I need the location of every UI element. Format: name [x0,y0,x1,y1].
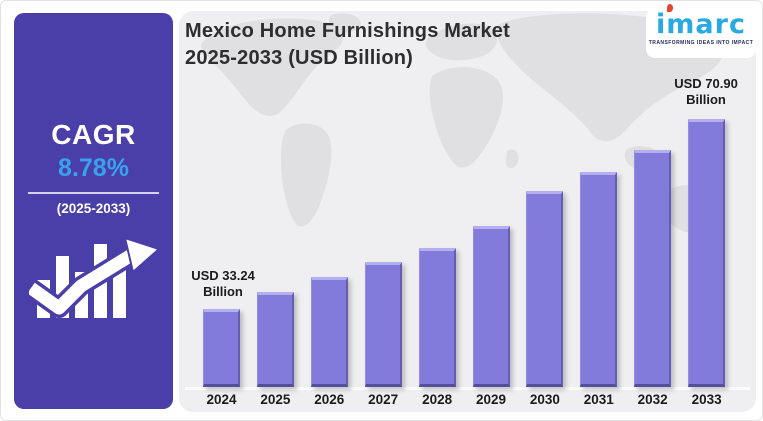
bar-2031 [580,172,618,387]
chart-title-line1: Mexico Home Furnishings Market [185,20,510,42]
data-label-2033-value: USD 70.90 [674,76,738,91]
year-label-2030: 2030 [529,392,560,407]
cagr-period: (2025-2033) [56,201,131,216]
bar-2028 [418,248,456,387]
data-label-2033: USD 70.90 Billion [646,76,756,108]
bar-2025 [256,292,294,387]
bar-2032 [634,150,672,387]
data-label-2024-value: USD 33.24 [191,268,255,283]
x-axis-line [185,387,750,390]
logo-tagline: TRANSFORMING IDEAS INTO IMPACT [648,40,754,46]
year-label-2032: 2032 [637,392,668,407]
year-label-2027: 2027 [368,392,399,407]
bar-2024 [203,309,240,387]
year-label-2033: 2033 [691,392,722,407]
cagr-label: CAGR [51,119,136,150]
imarc-logo: imarc TRANSFORMING IDEAS INTO IMPACT [646,4,756,58]
cagr-divider [28,192,159,194]
growth-chart-icon [24,236,161,318]
bar-chart: 2024 2025 2026 2027 2028 2029 2030 2031 2032 2033 [179,11,756,412]
bar-2030 [526,191,564,387]
chart-panel: Mexico Home Furnishings Market 2025-2033… [179,11,756,412]
bar-2026 [310,277,348,387]
year-label-2029: 2029 [475,392,507,407]
data-label-2024-unit: Billion [203,284,243,299]
logo-flame-dot-icon [667,4,673,12]
logo-brand-text: imarc [656,9,746,40]
year-label-2031: 2031 [583,392,614,407]
chart-title-line2: 2025-2033 (USD Billion) [185,47,414,69]
year-label-2025: 2025 [260,392,291,407]
cagr-value: 8.78% [58,154,129,182]
year-label-2024: 2024 [206,392,237,407]
bar-2027 [364,262,402,387]
data-label-2033-unit: Billion [686,92,726,107]
bar-2033 [688,119,726,387]
cagr-sidebar: CAGR 8.78% (2025-2033) [14,13,173,409]
year-label-2028: 2028 [422,392,453,407]
bar-2029 [472,226,510,387]
year-label-2026: 2026 [314,392,345,407]
chart-title: Mexico Home Furnishings Market 2025-2033… [185,18,510,72]
data-label-2024: USD 33.24 Billion [179,268,283,300]
